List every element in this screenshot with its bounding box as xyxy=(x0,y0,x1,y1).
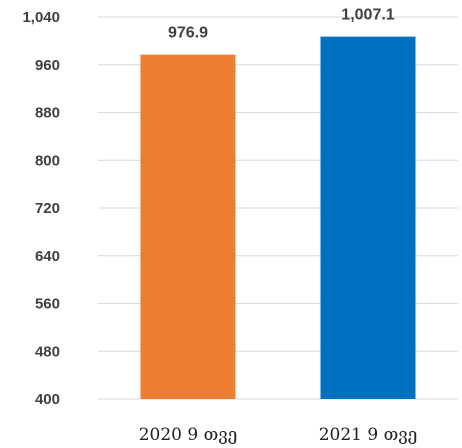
y-tick-label: 800 xyxy=(35,152,60,169)
y-tick-label: 480 xyxy=(35,343,60,360)
data-label: 1,007.1 xyxy=(341,7,394,24)
x-category-label: 2020 9 თვე xyxy=(139,425,238,445)
y-axis-tick-labels: 400 480 560 640 720 800 880 960 1,040 xyxy=(22,9,60,408)
y-tick-label: 880 xyxy=(35,105,60,122)
bar xyxy=(140,54,236,399)
data-label: 976.9 xyxy=(168,25,208,42)
y-tick-label: 720 xyxy=(35,200,60,217)
y-tick-label: 960 xyxy=(35,57,60,74)
bar xyxy=(320,36,416,400)
data-labels: 976.9 1,007.1 xyxy=(168,7,395,42)
bars xyxy=(140,36,416,400)
x-axis-category-labels: 2020 9 თვე 2021 9 თვე xyxy=(139,425,418,445)
y-tick-label: 400 xyxy=(35,391,60,408)
y-tick-label: 640 xyxy=(35,248,60,265)
y-tick-label: 1,040 xyxy=(22,9,60,26)
y-tick-label: 560 xyxy=(35,296,60,313)
x-category-label: 2021 9 თვე xyxy=(319,425,418,445)
